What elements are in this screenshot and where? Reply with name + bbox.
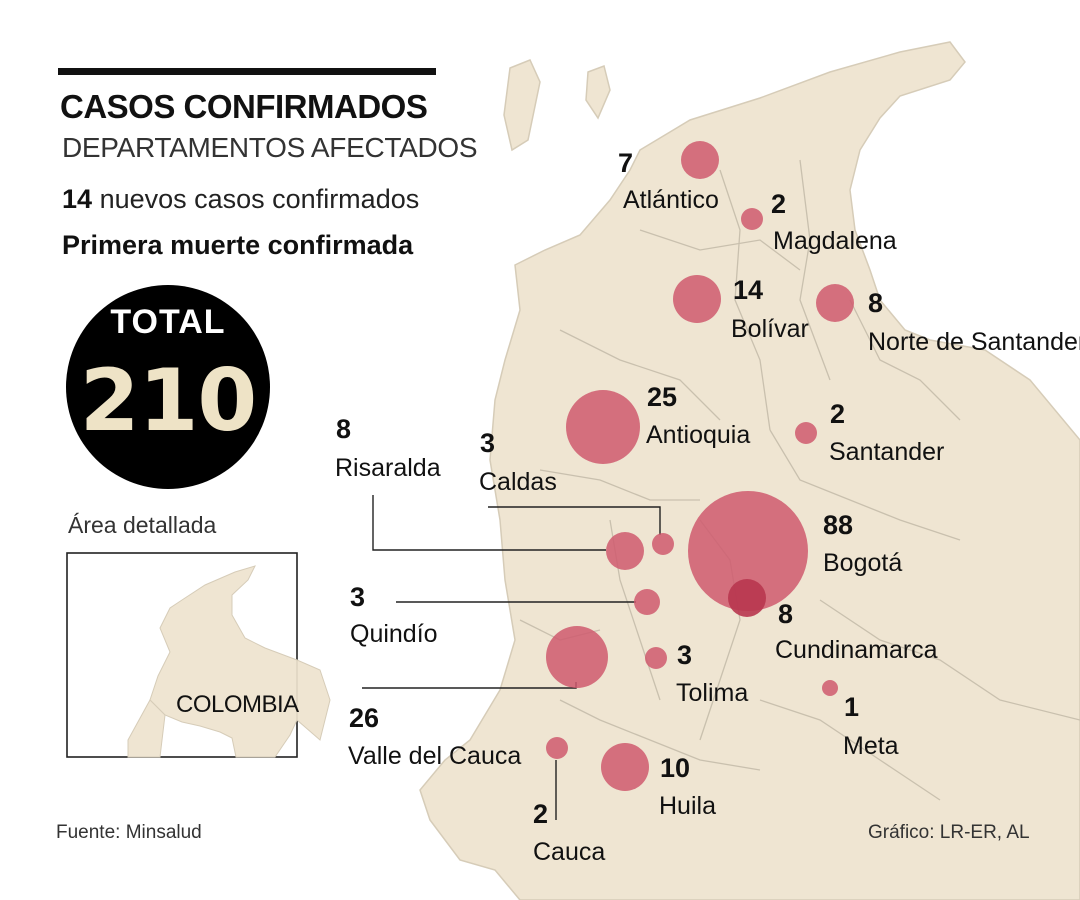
inset-country-label: COLOMBIA [176, 691, 299, 718]
name-cauca: Cauca [533, 838, 605, 866]
value-huila: 10 [660, 753, 690, 783]
value-atlantico: 7 [618, 148, 633, 178]
value-cauca: 2 [533, 799, 548, 829]
bubble-huila [601, 743, 649, 791]
name-labels: Atlántico Magdalena Bolívar Norte de San… [335, 186, 1080, 866]
value-valle-del-cauca: 26 [349, 703, 379, 733]
inset-caption: Área detallada [68, 512, 217, 538]
name-quindio: Quindío [350, 620, 438, 648]
value-labels: 7 2 14 8 25 2 8 3 88 8 3 3 26 1 10 2 [336, 148, 883, 829]
bubble-meta [822, 680, 838, 696]
name-caldas: Caldas [479, 468, 557, 496]
total-label: TOTAL [110, 303, 226, 341]
bubble-valle-del-cauca [546, 626, 608, 688]
bubble-magdalena [741, 208, 763, 230]
value-caldas: 3 [480, 428, 495, 458]
value-santander: 2 [830, 399, 845, 429]
name-tolima: Tolima [676, 679, 748, 707]
value-cundinamarca: 8 [778, 599, 793, 629]
inset-colombia-shape [149, 565, 298, 758]
value-bolivar: 14 [733, 275, 763, 305]
name-valle-del-cauca: Valle del Cauca [348, 742, 521, 770]
value-meta: 1 [844, 692, 859, 722]
value-risaralda: 8 [336, 414, 351, 444]
value-antioquia: 25 [647, 382, 677, 412]
bubble-antioquia [566, 390, 640, 464]
new-cases-line: 14 nuevos casos confirmados [62, 184, 419, 215]
name-huila: Huila [659, 792, 716, 820]
total-value: 210 [79, 351, 258, 451]
first-death-line: Primera muerte confirmada [62, 230, 414, 260]
inset-map: COLOMBIA [66, 552, 331, 758]
name-antioquia: Antioquia [646, 421, 750, 449]
leader-risaralda [372, 495, 606, 551]
value-quindio: 3 [350, 582, 365, 612]
bubble-bogota [688, 491, 808, 611]
bubble-tolima [645, 647, 667, 669]
total-badge: TOTAL 210 [66, 285, 270, 489]
name-bolivar: Bolívar [731, 315, 809, 343]
graphic-credit: Gráfico: LR-ER, AL [868, 822, 1030, 843]
leader-caldas [488, 506, 661, 535]
new-cases-count: 14 [62, 184, 93, 214]
source-credit: Fuente: Minsalud [56, 822, 202, 843]
name-meta: Meta [843, 732, 899, 760]
bubble-bolivar [673, 275, 721, 323]
value-tolima: 3 [677, 640, 692, 670]
bubbles [546, 141, 854, 791]
page-subtitle: DEPARTAMENTOS AFECTADOS [62, 132, 478, 163]
island-small [585, 65, 611, 120]
name-norte-de-santander: Norte de Santander [868, 328, 1080, 356]
page-title: CASOS CONFIRMADOS [60, 88, 428, 125]
inset-colombia-south [127, 699, 166, 758]
new-cases-text: nuevos casos confirmados [99, 184, 420, 214]
value-bogota: 88 [823, 510, 853, 540]
bubble-quindio [634, 589, 660, 615]
name-risaralda: Risaralda [335, 454, 441, 482]
bubble-santander [795, 422, 817, 444]
bubble-cundinamarca [728, 579, 766, 617]
inset-colombia-outside [296, 659, 331, 741]
name-atlantico: Atlántico [623, 186, 719, 214]
bubble-cauca [546, 737, 568, 759]
title-rule [58, 68, 436, 75]
bubble-risaralda [606, 532, 644, 570]
name-magdalena: Magdalena [773, 227, 897, 255]
bubble-caldas [652, 533, 674, 555]
name-bogota: Bogotá [823, 549, 902, 577]
island [503, 59, 541, 152]
name-cundinamarca: Cundinamarca [775, 636, 938, 664]
bubble-atlantico [681, 141, 719, 179]
value-norte-de-santander: 8 [868, 288, 883, 318]
bubble-norte-de-santander [816, 284, 854, 322]
value-magdalena: 2 [771, 189, 786, 219]
name-santander: Santander [829, 438, 944, 466]
